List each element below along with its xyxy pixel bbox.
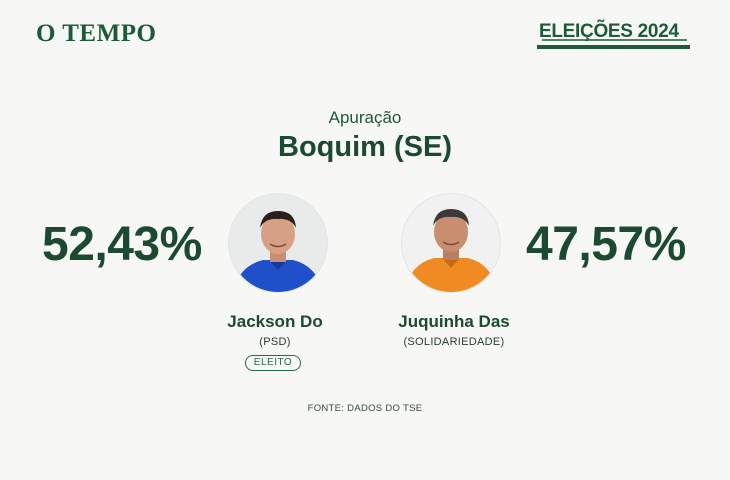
candidate-2-photo: [402, 194, 500, 292]
candidate-1-portrait-icon: [229, 194, 327, 292]
eleicoes-2024-badge: ELEIÇÕES 2024: [537, 18, 690, 52]
candidate-1-name: Jackson Do: [227, 312, 323, 331]
o-tempo-logo[interactable]: O TEMPO: [36, 20, 157, 47]
data-source-note: FONTE: DADOS DO TSE: [307, 403, 423, 414]
candidate-2-percentage: 47,57%: [526, 218, 686, 271]
candidate-2-name: Juquinha Das: [398, 312, 510, 331]
candidate-2-party: (SOLIDARIEDADE): [403, 336, 505, 348]
candidate-1-photo: [229, 194, 327, 292]
badge-underline-graphic: [537, 39, 690, 49]
section-subtitle: Apuração: [328, 108, 402, 127]
candidate-1-party: (PSD): [259, 336, 291, 348]
elected-status-badge: ELEITO: [245, 355, 301, 371]
badge-label: ELEIÇÕES 2024: [539, 21, 679, 42]
candidate-1-percentage: 52,43%: [42, 218, 202, 271]
candidate-2-portrait-icon: [402, 194, 500, 292]
page-title: Boquim (SE): [278, 131, 452, 163]
